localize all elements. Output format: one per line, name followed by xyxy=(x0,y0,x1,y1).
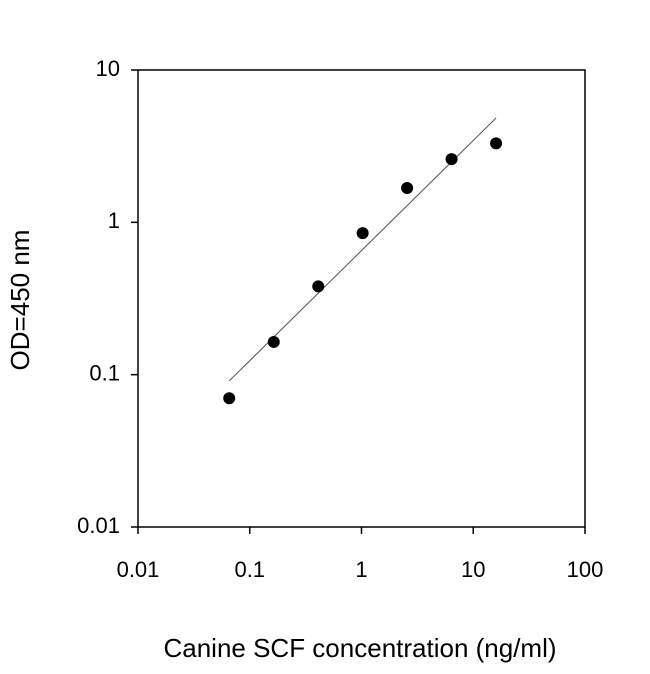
data-point xyxy=(356,227,369,240)
y-axis-label: OD=450 nm xyxy=(5,230,35,371)
data-point xyxy=(312,280,325,293)
data-point xyxy=(401,182,414,195)
data-point xyxy=(267,335,280,348)
x-tick-label: 100 xyxy=(567,557,604,582)
data-point xyxy=(223,392,236,405)
plot-frame xyxy=(137,69,586,528)
y-tick-label: 10 xyxy=(96,56,120,81)
data-point xyxy=(490,137,503,150)
x-tick-label: 10 xyxy=(461,557,485,582)
x-tick-label: 1 xyxy=(355,557,367,582)
y-tick-label: 0.01 xyxy=(77,513,120,538)
y-tick-label: 1 xyxy=(108,208,120,233)
data-point xyxy=(445,153,458,166)
x-tick-label: 0.01 xyxy=(117,557,160,582)
x-axis-label: Canine SCF concentration (ng/ml) xyxy=(163,633,556,663)
x-tick-label: 0.1 xyxy=(234,557,265,582)
y-tick-label: 0.1 xyxy=(89,360,120,385)
